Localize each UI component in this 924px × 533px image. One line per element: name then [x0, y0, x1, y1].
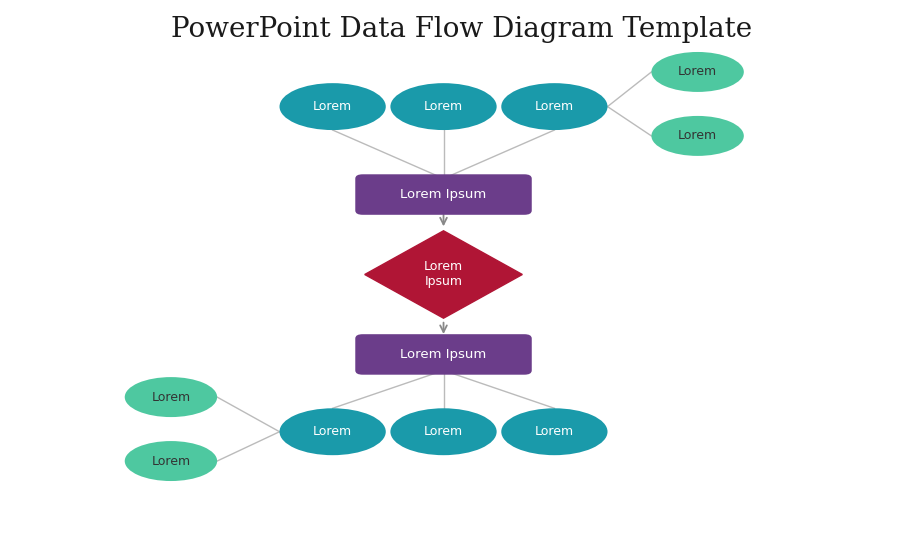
Text: Lorem: Lorem	[313, 100, 352, 113]
Text: Lorem: Lorem	[535, 425, 574, 438]
Ellipse shape	[125, 377, 217, 417]
Ellipse shape	[390, 83, 497, 130]
Ellipse shape	[125, 441, 217, 481]
Text: Lorem: Lorem	[535, 100, 574, 113]
Text: Lorem: Lorem	[313, 425, 352, 438]
FancyBboxPatch shape	[355, 334, 531, 375]
Text: PowerPoint Data Flow Diagram Template: PowerPoint Data Flow Diagram Template	[172, 16, 752, 43]
Text: Lorem: Lorem	[678, 66, 717, 78]
Text: Lorem: Lorem	[152, 455, 190, 467]
Text: Lorem Ipsum: Lorem Ipsum	[400, 188, 487, 201]
Text: Lorem: Lorem	[152, 391, 190, 403]
Text: Lorem: Lorem	[424, 100, 463, 113]
Text: Lorem Ipsum: Lorem Ipsum	[400, 348, 487, 361]
Ellipse shape	[501, 408, 608, 455]
Text: Lorem: Lorem	[678, 130, 717, 142]
Text: Lorem
Ipsum: Lorem Ipsum	[424, 261, 463, 288]
Ellipse shape	[279, 408, 386, 455]
FancyBboxPatch shape	[355, 174, 531, 215]
Ellipse shape	[651, 52, 744, 92]
Ellipse shape	[501, 83, 608, 130]
Ellipse shape	[279, 83, 386, 130]
Ellipse shape	[651, 116, 744, 156]
Ellipse shape	[390, 408, 497, 455]
Polygon shape	[365, 231, 522, 318]
Text: Lorem: Lorem	[424, 425, 463, 438]
